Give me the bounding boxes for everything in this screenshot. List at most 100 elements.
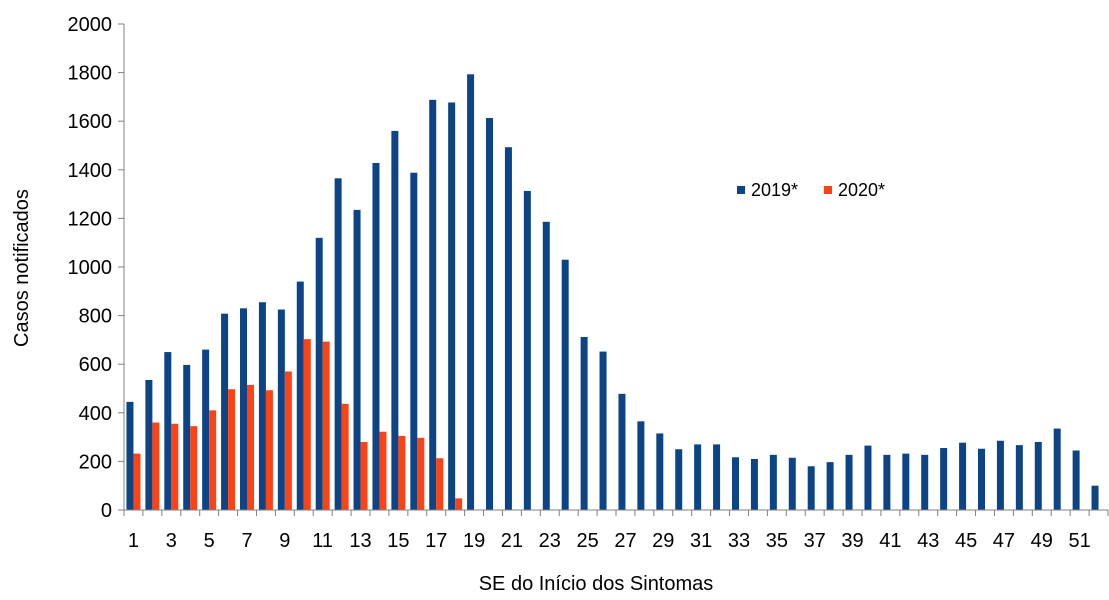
bar-2019-24: [561, 259, 569, 510]
bar-2020-5: [209, 410, 217, 510]
x-tick-label: 1: [128, 530, 139, 552]
x-tick-label: 49: [1031, 530, 1053, 552]
bar-2019-10: [296, 281, 304, 510]
x-tick-label: 15: [387, 530, 409, 552]
bar-2019-52: [1091, 485, 1099, 510]
bar-2019-37: [807, 466, 815, 510]
bar-2019-20: [486, 118, 493, 510]
bar-2019-12: [334, 178, 342, 510]
bar-2019-16: [410, 172, 418, 510]
bar-2019-19: [467, 74, 475, 511]
bar-2019-15: [391, 130, 399, 511]
bar-2020-14: [379, 431, 387, 510]
y-tick-label: 200: [79, 451, 112, 473]
bar-2019-21: [504, 147, 512, 510]
bar-2019-6: [221, 313, 229, 510]
x-tick-label: 27: [614, 530, 636, 552]
y-tick-label: 400: [79, 403, 112, 425]
x-axis-ticks: 1 3 5 7 9 11 13 15 17 19 21 23 25 27 29 31 33 35 37 39 41 43 4…: [123, 510, 1109, 552]
legend-label: 2020*: [838, 180, 885, 200]
bar-2019-28: [637, 421, 645, 510]
bar-2020-9: [284, 371, 292, 510]
legend-swatch: [824, 186, 832, 194]
bar-2019-42: [902, 453, 910, 510]
y-axis-ticks: 0 200 400 600 800 1000 1200 1400 1600 1800 2000: [68, 14, 124, 522]
legend-label: 2019*: [751, 180, 798, 200]
bar-2019-14: [372, 163, 380, 510]
bar-2020-10: [303, 339, 311, 510]
x-tick-label: 47: [993, 530, 1015, 552]
bar-2020-2: [152, 422, 160, 510]
bar-2019-34: [750, 458, 758, 510]
x-axis-title: SE do Início dos Sintomas: [479, 573, 714, 595]
x-tick-label: 13: [349, 530, 371, 552]
bar-2020-8: [265, 390, 273, 510]
bar-2019-25: [580, 336, 588, 510]
y-tick-label: 1200: [68, 208, 113, 230]
y-tick-label: 1000: [68, 257, 113, 279]
bar-2019-51: [1072, 450, 1080, 510]
bar-2020-13: [360, 441, 368, 510]
bar-2020-4: [190, 426, 198, 510]
bar-2020-11: [322, 341, 330, 510]
bar-2020-7: [247, 384, 254, 510]
bar-2019-49: [1034, 441, 1042, 510]
bar-2019-7: [240, 308, 247, 510]
bar-2019-31: [694, 444, 702, 510]
bar-2019-29: [656, 433, 664, 510]
bar-2019-45: [959, 442, 967, 510]
x-tick-label: 37: [804, 530, 826, 552]
bars: [126, 74, 1099, 511]
bar-2019-48: [1015, 445, 1023, 510]
x-tick-label: 9: [279, 530, 290, 552]
bar-2019-50: [1053, 428, 1061, 510]
x-tick-label: 23: [539, 530, 561, 552]
bar-2019-35: [769, 454, 777, 510]
bar-2019-33: [732, 457, 739, 510]
bar-2019-11: [315, 237, 323, 510]
bar-2019-32: [713, 444, 721, 510]
bar-2019-36: [788, 457, 796, 510]
x-tick-label: 19: [463, 530, 485, 552]
bar-2019-18: [448, 102, 456, 511]
x-tick-label: 17: [425, 530, 447, 552]
bar-2020-17: [436, 458, 444, 510]
bar-2020-12: [341, 403, 349, 510]
bar-2019-40: [864, 445, 872, 510]
x-tick-label: 43: [917, 530, 939, 552]
y-axis-title: Casos notificados: [11, 189, 33, 347]
x-tick-label: 25: [576, 530, 598, 552]
bar-2019-38: [826, 462, 834, 510]
bar-2019-27: [618, 393, 626, 510]
x-tick-label: 3: [166, 530, 177, 552]
x-tick-label: 21: [501, 530, 523, 552]
bar-2019-4: [183, 364, 191, 510]
bar-2019-9: [277, 309, 285, 510]
bar-2019-44: [940, 448, 948, 510]
y-tick-label: 2000: [68, 14, 113, 36]
bar-2019-8: [258, 302, 266, 510]
x-tick-label: 45: [955, 530, 977, 552]
bar-2019-22: [523, 190, 531, 510]
x-tick-label: 5: [204, 530, 215, 552]
bar-2019-26: [599, 351, 607, 510]
x-tick-label: 51: [1068, 530, 1090, 552]
y-tick-label: 1800: [68, 63, 113, 85]
x-tick-label: 33: [728, 530, 750, 552]
x-tick-label: 11: [312, 530, 333, 552]
x-tick-label: 35: [766, 530, 788, 552]
bar-2020-3: [171, 423, 179, 510]
x-tick-label: 41: [879, 530, 901, 552]
bar-2019-46: [978, 448, 985, 510]
x-tick-label: 31: [690, 530, 712, 552]
bar-2019-47: [996, 440, 1004, 510]
bar-2019-30: [675, 449, 683, 510]
bar-2020-16: [417, 437, 425, 510]
y-tick-label: 600: [79, 354, 112, 376]
bar-2019-43: [921, 454, 929, 510]
bar-2019-17: [429, 99, 437, 510]
x-tick-label: 29: [652, 530, 674, 552]
y-tick-label: 800: [79, 306, 112, 328]
bar-2019-23: [542, 221, 550, 511]
